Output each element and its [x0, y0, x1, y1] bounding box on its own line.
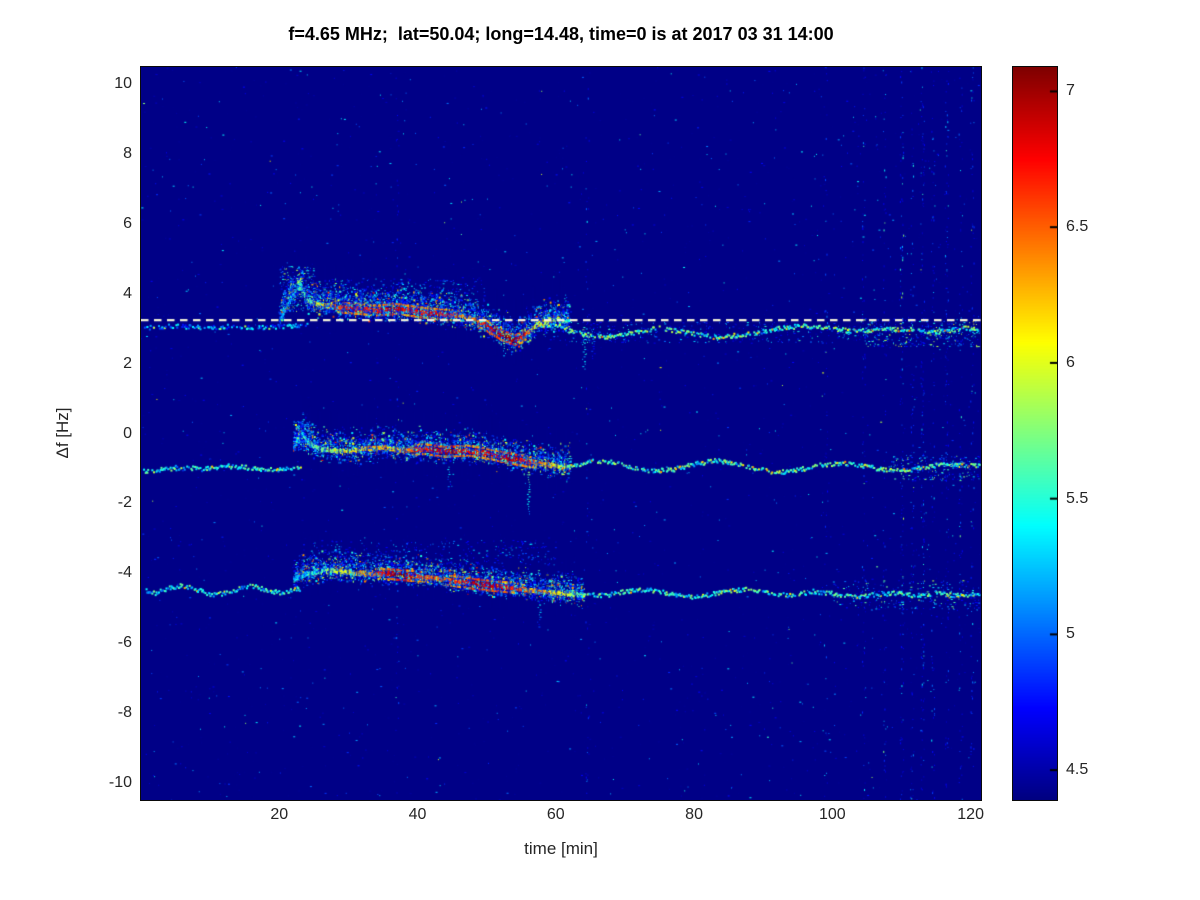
y-tick-label: -4 — [117, 564, 132, 582]
colorbar-tick-label: 7 — [1066, 82, 1075, 100]
y-tick-label: 10 — [114, 75, 132, 93]
x-tick-label: 20 — [270, 806, 289, 823]
colorbar — [1012, 66, 1058, 801]
colorbar-tick-label: 6 — [1066, 353, 1075, 371]
y-tick-label: 8 — [123, 145, 132, 163]
colorbar-tick-label: 6.5 — [1066, 218, 1089, 236]
colorbar-tick-label: 5.5 — [1066, 489, 1089, 507]
y-tick-label: 6 — [123, 215, 132, 233]
y-tick-label: -6 — [117, 633, 132, 651]
colorbar-tick-label: 5 — [1066, 625, 1075, 643]
chart-title: f=4.65 MHz; lat=50.04; long=14.48, time=… — [288, 24, 834, 44]
y-tick-label: 2 — [123, 354, 132, 372]
x-tick-label: 80 — [685, 806, 703, 823]
y-tick-label: 4 — [123, 284, 132, 302]
y-tick-label: -8 — [117, 703, 132, 721]
x-tick-label: 120 — [957, 806, 984, 823]
colorbar-tick-label: 4.5 — [1066, 761, 1089, 779]
x-tick-label: 40 — [408, 806, 427, 823]
y-tick-label: 0 — [123, 424, 132, 442]
y-tick-label: -2 — [117, 494, 132, 512]
y-tick-label: -10 — [108, 773, 132, 791]
x-axis-label: time [min] — [524, 839, 598, 858]
x-tick-label: 60 — [546, 806, 565, 823]
spectrogram-heatmap — [140, 66, 982, 801]
x-tick-label: 100 — [818, 806, 846, 823]
